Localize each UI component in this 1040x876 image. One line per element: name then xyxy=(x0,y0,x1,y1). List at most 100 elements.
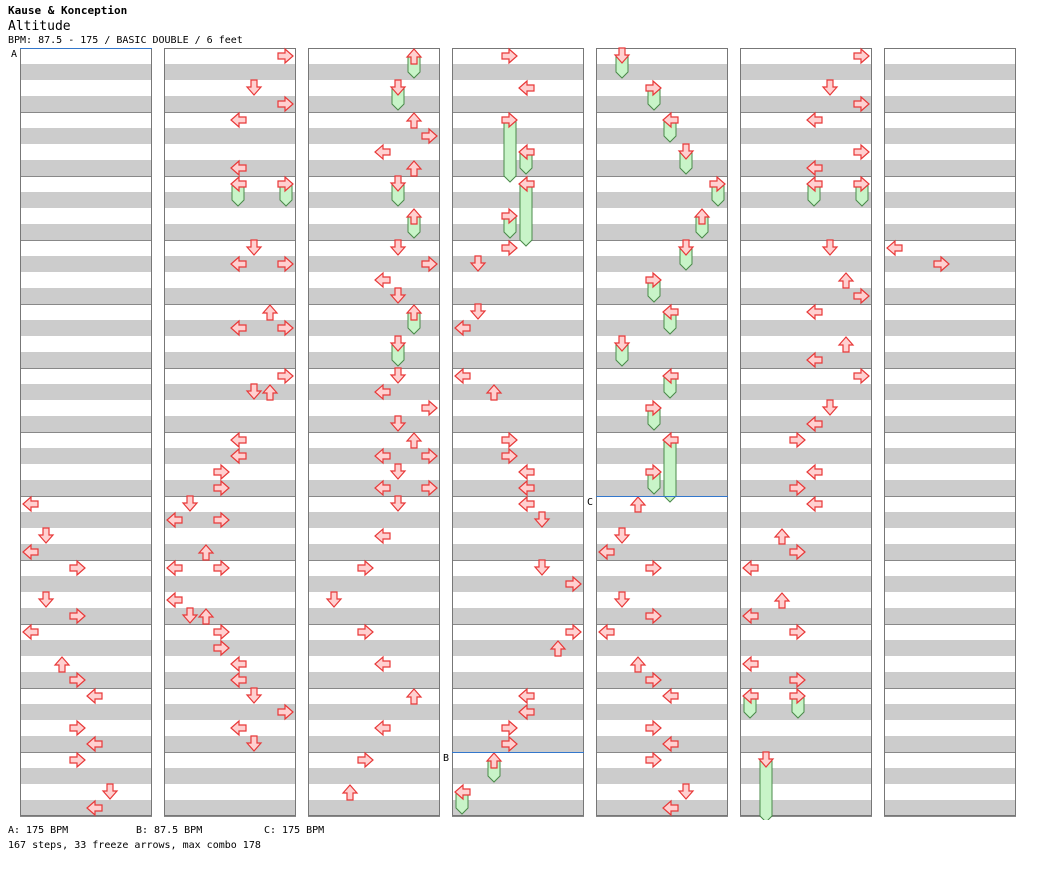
beat-stripe xyxy=(596,128,728,144)
beat-stripe xyxy=(20,128,152,144)
beat-stripe xyxy=(164,224,296,240)
step-arrow-up xyxy=(549,640,567,657)
step-arrow-down xyxy=(389,239,407,256)
step-arrow-left xyxy=(742,655,759,673)
column-border xyxy=(884,48,1016,816)
step-arrow-right xyxy=(69,719,86,737)
step-arrow-left xyxy=(806,111,823,129)
step-arrow-left xyxy=(806,351,823,369)
beat-stripe xyxy=(452,384,584,400)
beat-stripe xyxy=(20,160,152,176)
step-chart: A B C xyxy=(11,47,1016,820)
step-arrow-down xyxy=(389,463,407,480)
beat-stripe xyxy=(884,608,1016,624)
step-arrow-left xyxy=(662,111,679,129)
beat-stripe xyxy=(164,800,296,816)
step-arrow-left xyxy=(518,463,535,481)
song-title: Altitude xyxy=(8,19,71,34)
beat-stripe xyxy=(20,256,152,272)
step-arrow-up xyxy=(405,432,423,449)
beat-stripe xyxy=(596,160,728,176)
step-arrow-up xyxy=(405,160,423,177)
beat-stripe xyxy=(884,128,1016,144)
step-arrow-left xyxy=(230,671,247,689)
beat-stripe xyxy=(884,96,1016,112)
step-arrow-up xyxy=(405,304,423,321)
step-arrow-left xyxy=(22,623,39,641)
beat-stripe xyxy=(452,160,584,176)
beat-stripe xyxy=(596,320,728,336)
step-arrow-right xyxy=(789,479,806,497)
beat-stripe xyxy=(884,640,1016,656)
beat-stripe xyxy=(452,224,584,240)
beat-stripe xyxy=(308,320,440,336)
step-arrow-down xyxy=(613,47,631,64)
step-arrow-left xyxy=(230,655,247,673)
beat-stripe xyxy=(164,384,296,400)
beat-stripe xyxy=(596,608,728,624)
bpm-label-c: C: 175 BPM xyxy=(264,825,325,836)
beat-stripe xyxy=(164,704,296,720)
beat-stripe xyxy=(740,736,872,752)
step-arrow-left xyxy=(86,799,103,817)
beat-stripe xyxy=(884,64,1016,80)
beat-stripe xyxy=(452,64,584,80)
step-arrow-right xyxy=(565,575,582,593)
beat-stripe xyxy=(452,352,584,368)
step-arrow-down xyxy=(389,415,407,432)
step-arrow-down xyxy=(389,335,407,352)
beat-stripe xyxy=(740,544,872,560)
step-arrow-down xyxy=(533,559,551,576)
step-arrow-up xyxy=(197,544,215,561)
beat-stripe xyxy=(308,160,440,176)
step-arrow-right xyxy=(501,735,518,753)
step-arrow-left xyxy=(230,431,247,449)
beat-stripe xyxy=(164,64,296,80)
beat-stripe xyxy=(740,704,872,720)
step-arrow-right xyxy=(421,255,438,273)
step-arrow-up xyxy=(341,784,359,801)
beat-stripe xyxy=(740,384,872,400)
step-arrow-left xyxy=(230,255,247,273)
step-arrow-right xyxy=(501,207,518,225)
step-arrow-up xyxy=(405,688,423,705)
step-arrow-down xyxy=(245,383,263,400)
step-arrow-left xyxy=(166,559,183,577)
beat-stripe xyxy=(20,480,152,496)
beat-stripe xyxy=(20,352,152,368)
beat-stripe xyxy=(740,672,872,688)
step-arrow-right xyxy=(213,559,230,577)
beat-stripe xyxy=(164,640,296,656)
beat-stripe xyxy=(164,736,296,752)
beat-stripe xyxy=(452,800,584,816)
beat-stripe xyxy=(740,96,872,112)
beat-stripe xyxy=(308,384,440,400)
step-arrow-left xyxy=(662,687,679,705)
beat-stripe xyxy=(452,256,584,272)
chart-column xyxy=(308,48,440,817)
step-arrow-up xyxy=(53,656,71,673)
step-arrow-left xyxy=(806,415,823,433)
beat-stripe xyxy=(884,544,1016,560)
step-arrow-down xyxy=(389,175,407,192)
beat-stripe xyxy=(596,544,728,560)
beat-stripe xyxy=(308,672,440,688)
step-arrow-right xyxy=(69,671,86,689)
step-arrow-down xyxy=(245,79,263,96)
beat-stripe xyxy=(308,544,440,560)
step-arrow-left xyxy=(518,703,535,721)
beat-stripe xyxy=(884,352,1016,368)
step-arrow-down xyxy=(821,399,839,416)
step-arrow-down xyxy=(389,287,407,304)
beat-stripe xyxy=(452,128,584,144)
step-arrow-right xyxy=(69,607,86,625)
beat-stripe xyxy=(452,768,584,784)
beat-stripe xyxy=(596,736,728,752)
step-arrow-left xyxy=(806,303,823,321)
step-arrow-right xyxy=(789,671,806,689)
beat-stripe xyxy=(164,608,296,624)
step-arrow-right xyxy=(645,607,662,625)
step-arrow-down xyxy=(389,495,407,512)
step-arrow-left xyxy=(518,495,535,513)
step-arrow-left xyxy=(86,687,103,705)
